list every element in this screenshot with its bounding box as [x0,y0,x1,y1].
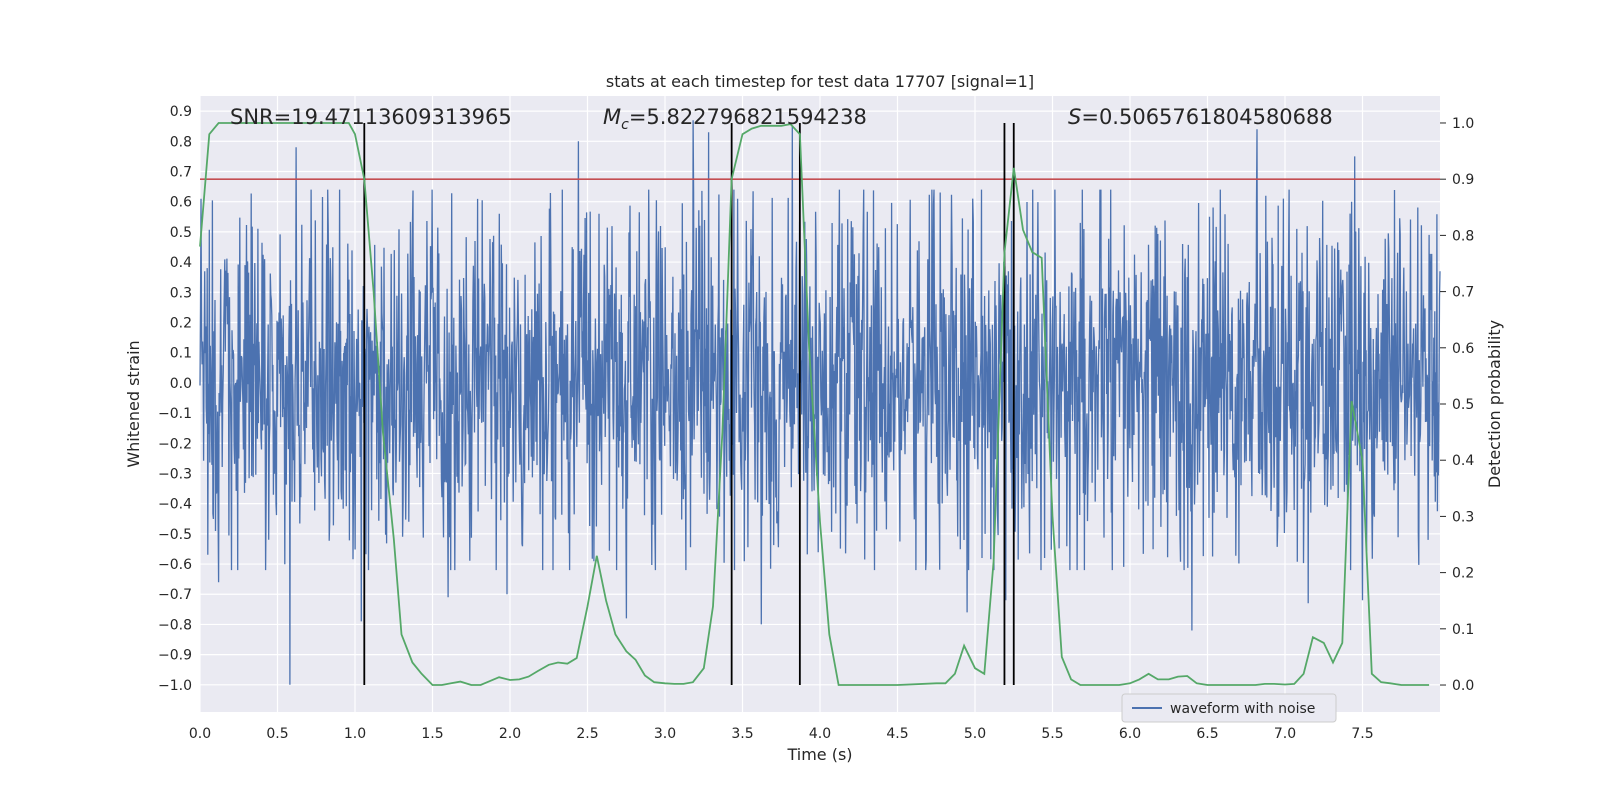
y-tick-label: −0.3 [158,466,192,482]
y2-tick-label: 0.9 [1452,172,1474,188]
y-tick-label: 0.5 [170,225,192,241]
x-tick-label: 2.0 [499,726,521,742]
y-tick-label: 0.4 [170,255,192,271]
chirp-mass-subscript: c [621,117,629,133]
y-tick-label: −0.4 [158,497,192,513]
y2-axis-ticks: 0.0 0.1 0.2 0.3 0.4 0.5 0.6 0.7 0.8 0.9 1.0 [1440,116,1474,694]
y-tick-label: 0.6 [170,195,192,211]
x-tick-label: 6.0 [1119,726,1141,742]
x-tick-label: 5.5 [1041,726,1063,742]
y2-tick-label: 0.1 [1452,622,1474,638]
x-tick-label: 4.5 [886,726,908,742]
legend: waveform with noise [1121,693,1337,723]
y2-tick-label: 0.5 [1452,397,1474,413]
y-tick-label: 0.2 [170,315,192,331]
y2-tick-label: 0.6 [1452,341,1474,357]
y-tick-label: −1.0 [158,678,192,694]
x-tick-label: 3.5 [731,726,753,742]
y2-tick-label: 0.8 [1452,228,1474,244]
chirp-mass-symbol: M [603,105,621,129]
snr-annotation: SNR=19.47113609313965 [230,105,512,129]
y2-tick-label: 0.7 [1452,285,1474,301]
x-axis-title: Time (s) [786,745,852,764]
y2-axis-title: Detection probability [1485,320,1504,488]
strain-series [199,120,1441,685]
y-axis-ticks: 0.9 0.8 0.7 0.6 0.5 0.4 0.3 0.2 0.1 0.0 −0.1 −0.2 −0… [158,104,192,694]
y-tick-label: −0.7 [158,587,192,603]
s-value: =0.5065761804580688 [1081,105,1332,129]
x-tick-label: 0.5 [266,726,288,742]
s-annotation: S=0.5065761804580688 [1068,105,1333,129]
x-tick-label: 6.5 [1196,726,1218,742]
x-tick-label: 1.5 [421,726,443,742]
x-tick-label: 4.0 [809,726,831,742]
x-tick-label: 7.0 [1274,726,1296,742]
overlay [200,122,1440,686]
y2-tick-label: 0.2 [1452,566,1474,582]
legend-box [1121,693,1337,723]
strain-line [199,120,1441,685]
chirp-mass-value: =5.822796821594238 [629,105,867,129]
x-tick-label: 5.0 [964,726,986,742]
y-tick-label: −0.9 [158,648,192,664]
y2-tick-label: 0.0 [1452,678,1474,694]
y-tick-label: −0.6 [158,557,192,573]
probability-series [199,122,1430,686]
chart-title: stats at each timestep for test data 177… [606,72,1034,91]
legend-entry-waveform: waveform with noise [1170,701,1315,717]
y-tick-label: 0.7 [170,164,192,180]
x-tick-label: 7.5 [1351,726,1373,742]
x-tick-label: 1.0 [344,726,366,742]
y-axis-title: Whitened strain [124,340,143,467]
s-symbol: S [1068,105,1081,129]
y-tick-label: 0.1 [170,346,192,362]
y2-tick-label: 0.4 [1452,453,1474,469]
y2-tick-label: 0.3 [1452,509,1474,525]
chirp-mass-annotation: Mc=5.822796821594238 [603,105,867,133]
y-tick-label: 0.3 [170,285,192,301]
y-tick-label: 0.9 [170,104,192,120]
probability-line [199,122,1430,686]
y-tick-label: 0.8 [170,134,192,150]
x-axis-ticks: 0.0 0.5 1.0 1.5 2.0 2.5 3.0 3.5 4.0 4.5 5.0 5.5 6.0 6… [189,726,1374,742]
y-tick-label: −0.8 [158,617,192,633]
x-tick-label: 0.0 [189,726,211,742]
y-tick-label: 0.0 [170,376,192,392]
y2-tick-label: 1.0 [1452,116,1474,132]
y-tick-label: −0.1 [158,406,192,422]
x-tick-label: 3.0 [654,726,676,742]
x-tick-label: 2.5 [576,726,598,742]
y-tick-label: −0.5 [158,527,192,543]
y-tick-label: −0.2 [158,436,192,452]
